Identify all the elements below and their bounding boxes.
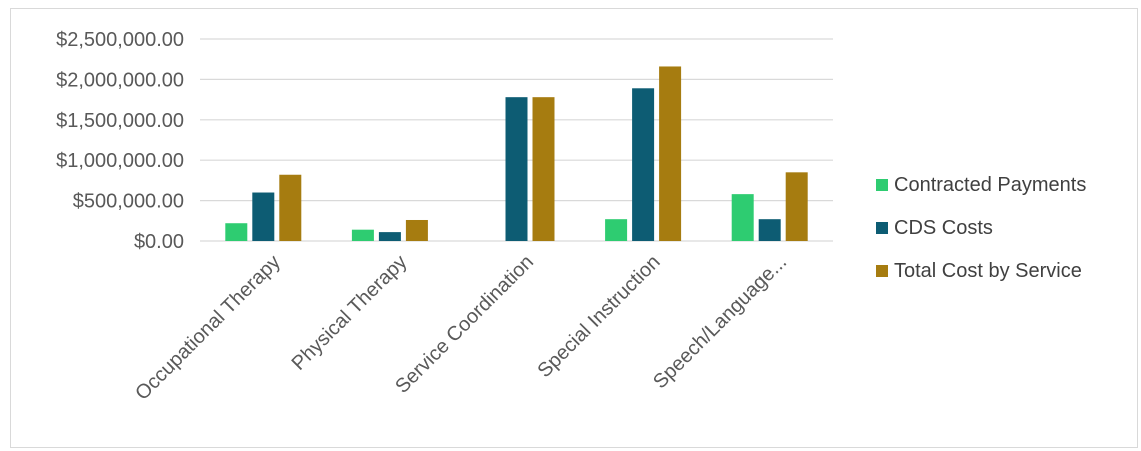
y-tick-label: $1,500,000.00 [56, 110, 184, 132]
bar-contracted-payments [731, 194, 754, 241]
bar-total-cost-by-service [659, 66, 682, 241]
x-category-label: Special Instruction [534, 251, 665, 382]
bar-total-cost-by-service [279, 174, 302, 241]
bar-cds-costs [632, 88, 655, 242]
legend-label: CDS Costs [894, 217, 993, 239]
y-tick-label: $2,500,000.00 [56, 29, 184, 51]
bar-cds-costs [252, 192, 275, 241]
bar-cds-costs [378, 232, 401, 241]
bar-cds-costs [505, 97, 528, 242]
y-tick-label: $500,000.00 [73, 191, 184, 213]
chart-frame [10, 8, 1138, 448]
bar-total-cost-by-service [785, 172, 808, 241]
bar-cds-costs [758, 219, 781, 241]
bar-contracted-payments [225, 223, 248, 241]
y-tick-label: $2,000,000.00 [56, 69, 184, 91]
x-category-label: Occupational Therapy [131, 251, 285, 405]
bar-contracted-payments [605, 219, 628, 241]
y-tick-label: $1,000,000.00 [56, 150, 184, 172]
legend-swatch [876, 179, 888, 191]
legend-swatch [876, 222, 888, 234]
x-category-label: Service Coordination [391, 251, 538, 398]
bar-contracted-payments [351, 229, 374, 241]
x-category-label: Physical Therapy [288, 251, 412, 375]
legend-label: Contracted Payments [894, 174, 1086, 196]
x-category-label: Speech/Language... [649, 251, 791, 393]
y-tick-label: $0.00 [134, 231, 184, 253]
bar-total-cost-by-service [405, 219, 428, 241]
bar-total-cost-by-service [532, 97, 555, 242]
legend-swatch [876, 265, 888, 277]
legend-label: Total Cost by Service [894, 260, 1082, 282]
